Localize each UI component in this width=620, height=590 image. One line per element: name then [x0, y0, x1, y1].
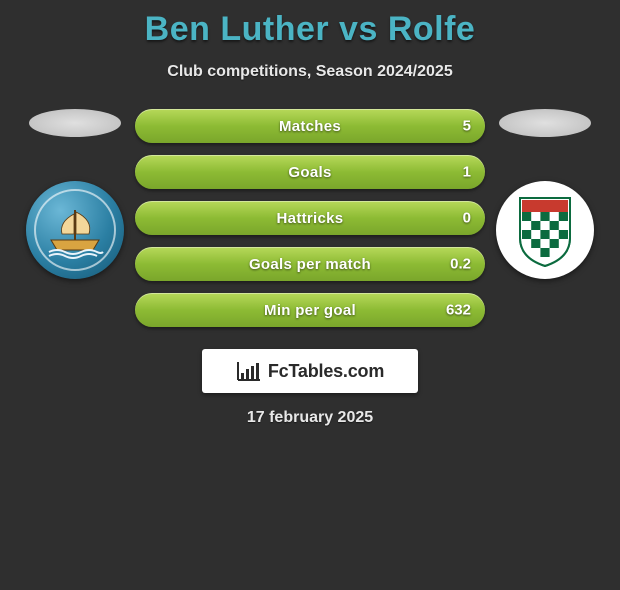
- bar-value-right: 1: [463, 164, 471, 181]
- bar-min-per-goal: Min per goal 632: [135, 293, 485, 327]
- bar-matches: Matches 5: [135, 109, 485, 143]
- shield-icon: [510, 190, 580, 270]
- subtitle: Club competitions, Season 2024/2025: [0, 63, 620, 81]
- date-label: 17 february 2025: [0, 409, 620, 427]
- player-head-left: [29, 109, 121, 137]
- bar-label: Hattricks: [277, 210, 344, 227]
- bar-label: Goals per match: [249, 256, 371, 273]
- bar-value-right: 0.2: [450, 256, 471, 273]
- bar-goals-per-match: Goals per match 0.2: [135, 247, 485, 281]
- bar-value-right: 632: [446, 302, 471, 319]
- bar-label: Matches: [279, 118, 341, 135]
- stat-bars: Matches 5 Goals 1 Hattricks 0 Goals per …: [135, 109, 485, 327]
- bar-label: Goals: [288, 164, 331, 181]
- left-column: [25, 109, 125, 279]
- player-head-right: [499, 109, 591, 137]
- bar-label: Min per goal: [264, 302, 356, 319]
- stats-area: Matches 5 Goals 1 Hattricks 0 Goals per …: [0, 109, 620, 327]
- bar-chart-icon: [236, 360, 262, 382]
- bar-value-right: 5: [463, 118, 471, 135]
- club-badge-right: [496, 181, 594, 279]
- bar-hattricks: Hattricks 0: [135, 201, 485, 235]
- brand-box[interactable]: FcTables.com: [202, 349, 418, 393]
- bar-value-right: 0: [463, 210, 471, 227]
- page-title: Ben Luther vs Rolfe: [0, 10, 620, 49]
- right-column: [495, 109, 595, 279]
- club-badge-left: [26, 181, 124, 279]
- bar-goals: Goals 1: [135, 155, 485, 189]
- boat-icon: [45, 200, 105, 260]
- brand-label: FcTables.com: [268, 361, 384, 382]
